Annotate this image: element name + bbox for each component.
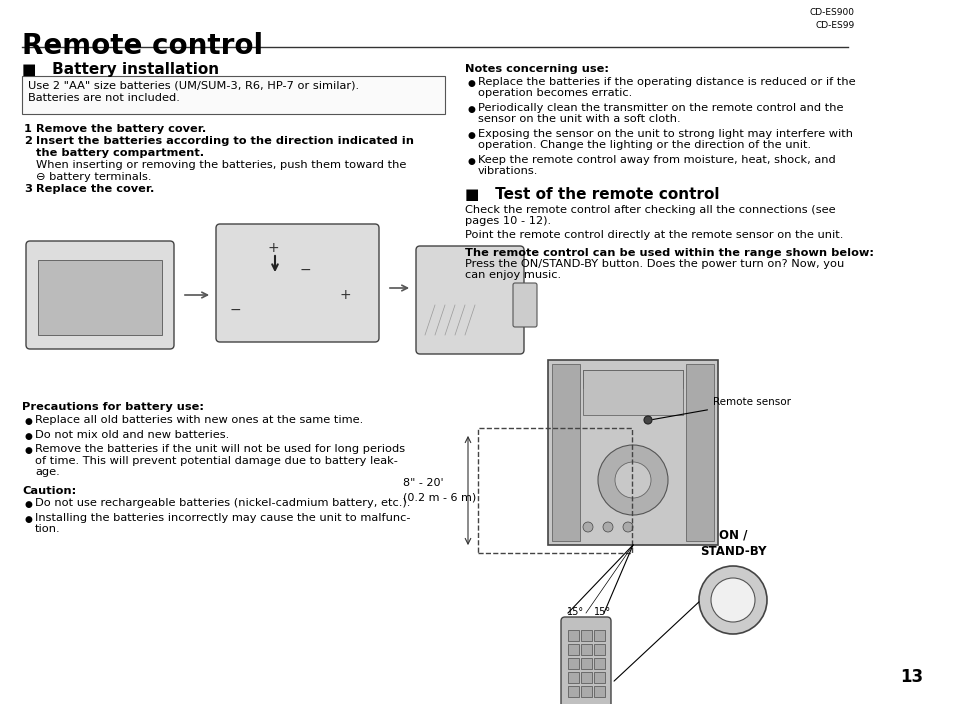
- Text: vibrations.: vibrations.: [477, 167, 537, 177]
- Text: 3: 3: [24, 184, 32, 194]
- FancyBboxPatch shape: [581, 658, 592, 669]
- Text: Point the remote control directly at the remote sensor on the unit.: Point the remote control directly at the…: [464, 230, 842, 240]
- FancyBboxPatch shape: [560, 617, 610, 704]
- FancyBboxPatch shape: [568, 658, 578, 669]
- Text: 15°: 15°: [566, 607, 583, 617]
- FancyBboxPatch shape: [513, 283, 537, 327]
- Text: sensor on the unit with a soft cloth.: sensor on the unit with a soft cloth.: [477, 115, 679, 125]
- FancyBboxPatch shape: [594, 658, 605, 669]
- Text: ●: ●: [25, 515, 32, 524]
- FancyBboxPatch shape: [594, 672, 605, 682]
- Text: age.: age.: [35, 467, 60, 477]
- Bar: [685, 364, 713, 541]
- Text: ●: ●: [25, 446, 32, 455]
- Text: 8" - 20'
(0.2 m - 6 m): 8" - 20' (0.2 m - 6 m): [402, 478, 476, 502]
- FancyBboxPatch shape: [568, 629, 578, 641]
- Text: ●: ●: [468, 79, 476, 88]
- FancyBboxPatch shape: [581, 629, 592, 641]
- FancyBboxPatch shape: [568, 643, 578, 655]
- Text: +: +: [267, 241, 278, 255]
- Text: CD-ES900
CD-ES99: CD-ES900 CD-ES99: [809, 8, 854, 30]
- Text: ON /
STAND-BY: ON / STAND-BY: [699, 529, 765, 558]
- Text: ■   Battery installation: ■ Battery installation: [22, 62, 219, 77]
- Text: The remote control can be used within the range shown below:: The remote control can be used within th…: [464, 248, 873, 258]
- Text: ●: ●: [25, 417, 32, 426]
- FancyBboxPatch shape: [416, 246, 523, 354]
- Text: Remove the batteries if the unit will not be used for long periods: Remove the batteries if the unit will no…: [35, 444, 405, 454]
- Text: operation becomes erratic.: operation becomes erratic.: [477, 89, 632, 99]
- Text: ■   Test of the remote control: ■ Test of the remote control: [464, 187, 719, 202]
- Text: Use 2 "AA" size batteries (UM/SUM-3, R6, HP-7 or similar).: Use 2 "AA" size batteries (UM/SUM-3, R6,…: [28, 80, 358, 90]
- Text: When inserting or removing the batteries, push them toward the: When inserting or removing the batteries…: [36, 161, 406, 170]
- Text: Keep the remote control away from moisture, heat, shock, and: Keep the remote control away from moistu…: [477, 155, 835, 165]
- FancyBboxPatch shape: [568, 686, 578, 696]
- Text: Insert the batteries according to the direction indicated in: Insert the batteries according to the di…: [36, 137, 414, 146]
- Text: −: −: [299, 263, 311, 277]
- Circle shape: [710, 578, 754, 622]
- Circle shape: [582, 522, 593, 532]
- Text: Batteries are not included.: Batteries are not included.: [28, 93, 180, 103]
- FancyBboxPatch shape: [581, 643, 592, 655]
- Circle shape: [699, 566, 766, 634]
- Text: Notes concerning use:: Notes concerning use:: [464, 64, 608, 74]
- Bar: [582, 370, 682, 388]
- Bar: [547, 360, 718, 545]
- Text: Caution:: Caution:: [22, 486, 76, 496]
- FancyBboxPatch shape: [568, 672, 578, 682]
- Text: ●: ●: [468, 105, 476, 114]
- FancyBboxPatch shape: [215, 224, 378, 342]
- Circle shape: [598, 445, 667, 515]
- Text: operation. Change the lighting or the direction of the unit.: operation. Change the lighting or the di…: [477, 141, 810, 151]
- Text: ⊖ battery terminals.: ⊖ battery terminals.: [36, 172, 152, 182]
- Text: Remote control: Remote control: [22, 32, 263, 60]
- Text: Preparation for Use: Preparation for Use: [898, 293, 911, 439]
- Circle shape: [615, 462, 650, 498]
- Text: 13: 13: [900, 667, 923, 686]
- FancyBboxPatch shape: [26, 241, 173, 349]
- Text: tion.: tion.: [35, 524, 61, 534]
- Text: Press the ON/STAND-BY button. Does the power turn on? Now, you: Press the ON/STAND-BY button. Does the p…: [464, 259, 843, 269]
- Text: of time. This will prevent potential damage due to battery leak-: of time. This will prevent potential dam…: [35, 455, 397, 465]
- Text: +: +: [339, 288, 351, 302]
- Text: Periodically clean the transmitter on the remote control and the: Periodically clean the transmitter on th…: [477, 103, 842, 113]
- Text: Remove the battery cover.: Remove the battery cover.: [36, 124, 206, 134]
- Text: Remote sensor: Remote sensor: [652, 397, 790, 420]
- Circle shape: [643, 416, 651, 424]
- Circle shape: [622, 522, 633, 532]
- Text: Installing the batteries incorrectly may cause the unit to malfunc-: Installing the batteries incorrectly may…: [35, 513, 410, 523]
- Text: 2: 2: [24, 137, 31, 146]
- Text: can enjoy music.: can enjoy music.: [464, 270, 560, 280]
- Text: Replace all old batteries with new ones at the same time.: Replace all old batteries with new ones …: [35, 415, 363, 425]
- Text: Do not use rechargeable batteries (nickel-cadmium battery, etc.).: Do not use rechargeable batteries (nicke…: [35, 498, 410, 508]
- Text: 15°: 15°: [594, 607, 611, 617]
- FancyBboxPatch shape: [581, 686, 592, 696]
- FancyBboxPatch shape: [581, 672, 592, 682]
- Text: Replace the cover.: Replace the cover.: [36, 184, 154, 194]
- Text: ●: ●: [468, 157, 476, 166]
- Text: Do not mix old and new batteries.: Do not mix old and new batteries.: [35, 429, 229, 439]
- Text: the battery compartment.: the battery compartment.: [36, 148, 204, 158]
- Text: pages 10 - 12).: pages 10 - 12).: [464, 217, 551, 227]
- Text: 1: 1: [24, 124, 31, 134]
- Bar: [552, 364, 579, 541]
- Bar: [477, 428, 631, 553]
- Text: Replace the batteries if the operating distance is reduced or if the: Replace the batteries if the operating d…: [477, 77, 855, 87]
- FancyBboxPatch shape: [594, 686, 605, 696]
- Text: ●: ●: [25, 501, 32, 510]
- FancyBboxPatch shape: [38, 260, 162, 335]
- Text: −: −: [229, 303, 240, 317]
- Text: ●: ●: [25, 432, 32, 441]
- Bar: [582, 370, 682, 415]
- Text: Check the remote control after checking all the connections (see: Check the remote control after checking …: [464, 205, 835, 215]
- Circle shape: [602, 522, 613, 532]
- Text: Exposing the sensor on the unit to strong light may interfere with: Exposing the sensor on the unit to stron…: [477, 129, 852, 139]
- FancyBboxPatch shape: [594, 629, 605, 641]
- Text: Precautions for battery use:: Precautions for battery use:: [22, 402, 204, 412]
- Text: ●: ●: [468, 131, 476, 140]
- Bar: [22, 76, 444, 114]
- FancyBboxPatch shape: [594, 643, 605, 655]
